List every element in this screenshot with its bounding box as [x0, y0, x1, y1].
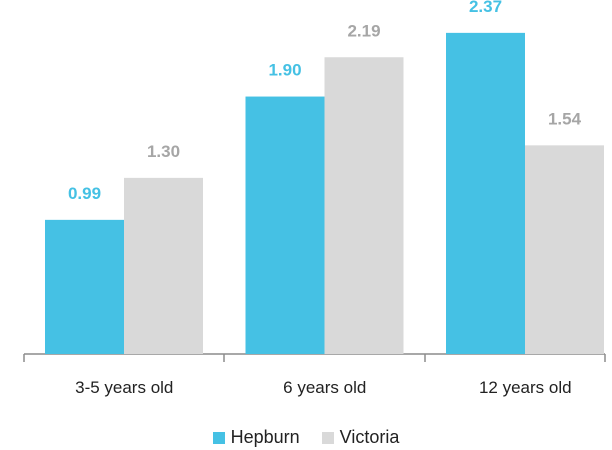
bar-hepburn-1	[245, 96, 325, 355]
legend-swatch-victoria	[321, 431, 334, 444]
legend: Hepburn Victoria	[0, 427, 612, 448]
category-label-1: 6 years old	[283, 378, 366, 397]
legend-item-victoria: Victoria	[321, 427, 400, 448]
legend-label-hepburn: Hepburn	[230, 427, 300, 447]
category-label-0: 3-5 years old	[75, 378, 173, 397]
bar-hepburn-2	[446, 32, 525, 355]
data-label-victoria-0: 1.30	[147, 142, 180, 161]
data-label-victoria-1: 2.19	[347, 21, 380, 40]
bar-victoria-0	[124, 177, 203, 354]
legend-item-hepburn: Hepburn	[212, 427, 300, 448]
bar-hepburn-0	[45, 219, 124, 354]
data-label-hepburn-0: 0.99	[68, 184, 101, 203]
bar-victoria-1	[324, 57, 404, 354]
data-label-victoria-2: 1.54	[548, 109, 582, 128]
data-label-hepburn-2: 2.37	[469, 0, 502, 16]
category-label-2: 12 years old	[479, 378, 572, 397]
bar-victoria-2	[525, 145, 604, 354]
data-label-hepburn-1: 1.90	[268, 61, 301, 80]
bar-chart: 0.99 1.30 1.90 2.19 2.37 1.54 3-5 years old 6 …	[23, 0, 606, 397]
legend-swatch-hepburn	[212, 431, 225, 444]
legend-label-victoria: Victoria	[339, 427, 400, 447]
